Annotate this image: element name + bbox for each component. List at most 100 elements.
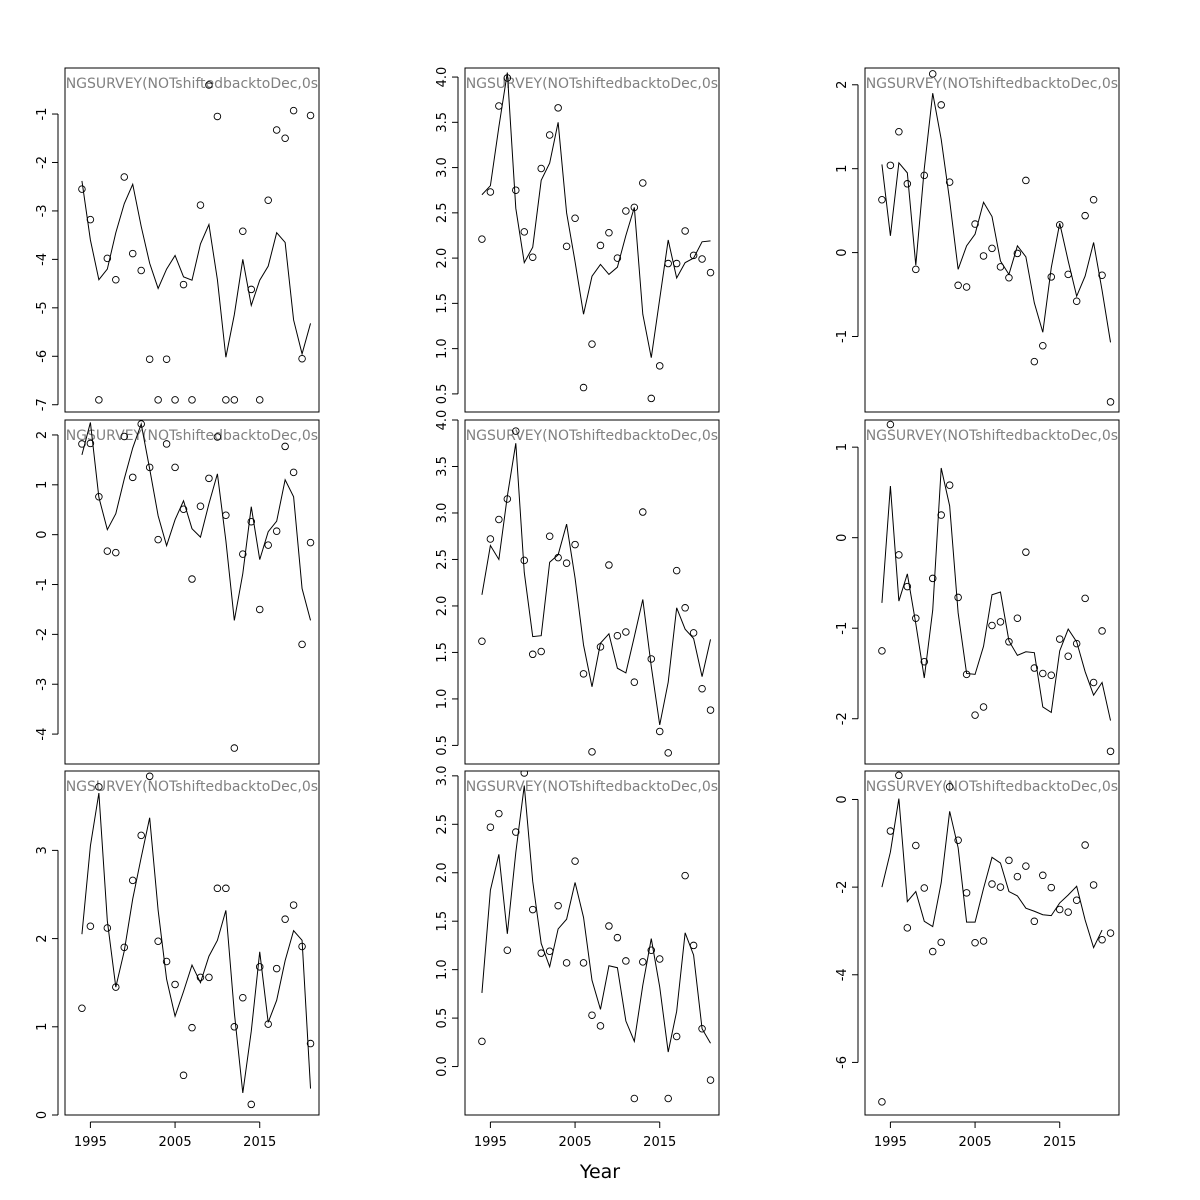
y-tick-label: -1: [835, 622, 850, 635]
observation-point: [179, 280, 188, 289]
observation-point: [596, 1022, 605, 1030]
observation-point: [878, 195, 886, 204]
observation-point: [239, 550, 247, 558]
observation-point: [128, 249, 137, 258]
observation-point: [912, 265, 920, 274]
observation-point: [962, 670, 971, 679]
observation-point: [503, 74, 512, 82]
panel-5: 0.5 1.0 1.5 2.0 2.5 3.0 3.5 4.0RINGSURVEY(NOTsh…: [435, 410, 720, 765]
y-tick-label: 0: [35, 531, 50, 539]
y-tick-label: -2: [35, 156, 50, 169]
observation-point: [1047, 671, 1056, 680]
observation-point: [954, 836, 962, 844]
observation-point: [1081, 594, 1089, 603]
observation-point: [1022, 176, 1030, 185]
observation-point: [289, 901, 298, 909]
panel-3: -1 0 1 2 RINGSURVEY(NOTshiftedbacktoDec,0sat: [835, 67, 1120, 413]
y-axis: 0 1 2 3: [35, 846, 59, 1119]
observation-point: [886, 420, 895, 429]
observation-point: [886, 827, 895, 835]
observation-point: [545, 131, 554, 139]
observation-point: [920, 884, 929, 892]
observation-point: [1081, 841, 1089, 849]
observation-point: [706, 706, 715, 714]
y-tick-label: 4.0: [435, 410, 450, 431]
observation-point: [503, 946, 512, 955]
observation-point: [528, 253, 537, 261]
plot-area: RINGSURVEY(NOTshiftedbacktoDec,0sat: [465, 427, 719, 757]
observation-point: [954, 281, 962, 290]
x-tick-label: 1995: [474, 1135, 507, 1150]
y-tick-label: 0.0: [435, 1056, 450, 1077]
observation-point: [95, 493, 103, 501]
observation-point: [647, 655, 656, 663]
plot-area: RINGSURVEY(NOTshiftedbacktoDec,0sat: [465, 72, 719, 403]
observation-point: [222, 884, 230, 893]
observation-point: [1013, 614, 1022, 623]
observation-point: [681, 871, 689, 880]
y-tick-label: 2: [35, 431, 50, 439]
y-tick-label: -7: [35, 398, 50, 411]
panel-8: 0.0 0.5 1.0 1.5 2.0 2.5 3.0 1995 2005 2015 RINGSUR…: [435, 766, 720, 1150]
observation-point: [698, 1025, 706, 1033]
fitted-series-line: [81, 422, 312, 621]
x-tick-label: 2005: [159, 1135, 192, 1150]
observation-point: [255, 605, 264, 614]
observation-point: [554, 553, 562, 562]
observation-point: [664, 749, 672, 757]
y-tick-label: -3: [35, 204, 50, 217]
y-tick-label: 1.0: [435, 689, 450, 710]
observation-point: [571, 857, 579, 865]
observation-point: [647, 946, 656, 955]
observation-point: [145, 772, 154, 781]
observation-point: [1072, 297, 1081, 306]
observation-point: [622, 207, 630, 215]
observation-point: [537, 647, 545, 656]
observation-point: [188, 396, 196, 404]
observation-point: [1055, 221, 1064, 229]
y-tick-label: 2: [835, 81, 850, 89]
observation-point: [630, 1094, 639, 1103]
observation-point: [537, 949, 545, 957]
observation-point: [988, 621, 996, 630]
observation-point: [78, 1004, 86, 1013]
y-axis: -1 0 1 2: [835, 81, 859, 343]
observation-point: [979, 252, 988, 260]
panel-4: -4 -3 -2 -1 0 1 2 RINGSURVEY(NOTshiftedbacktoDe…: [35, 419, 320, 765]
fitted-series-line: [881, 93, 1112, 343]
observation-point: [86, 439, 95, 448]
observation-point: [145, 355, 154, 363]
observation-point: [103, 924, 112, 932]
observation-point: [528, 650, 537, 659]
observation-point: [1072, 639, 1081, 648]
observation-point: [478, 1037, 486, 1046]
observation-point: [988, 880, 996, 888]
panel-title: RINGSURVEY(NOTshiftedbacktoDec,0sat: [852, 779, 1133, 795]
observation-point: [928, 574, 937, 583]
observation-point: [1055, 635, 1064, 643]
observation-point: [988, 244, 996, 253]
observation-point: [213, 433, 222, 441]
observation-point: [622, 628, 630, 636]
observation-point: [205, 973, 213, 982]
plot-area: RINGSURVEY(NOTshiftedbacktoDec,0sat: [465, 771, 719, 1103]
observation-point: [196, 502, 205, 511]
observation-point: [571, 540, 579, 549]
observation-point: [895, 551, 903, 559]
observation-point: [264, 1020, 272, 1028]
observation-point: [1055, 905, 1064, 914]
x-tick-label: 1995: [74, 1135, 107, 1150]
observation-point: [639, 508, 647, 516]
y-tick-label: 1.5: [435, 642, 450, 663]
observation-point: [154, 535, 162, 544]
observation-point: [928, 947, 937, 956]
observation-point: [895, 128, 903, 136]
observation-point: [486, 188, 495, 196]
panel-frame: [864, 67, 1120, 413]
observation-point: [613, 631, 622, 640]
observation-point: [289, 106, 298, 115]
x-axis: 1995 2005 2015: [74, 1121, 276, 1150]
observation-point: [681, 604, 689, 612]
fitted-series-line: [481, 443, 712, 726]
observation-point: [1013, 872, 1022, 881]
